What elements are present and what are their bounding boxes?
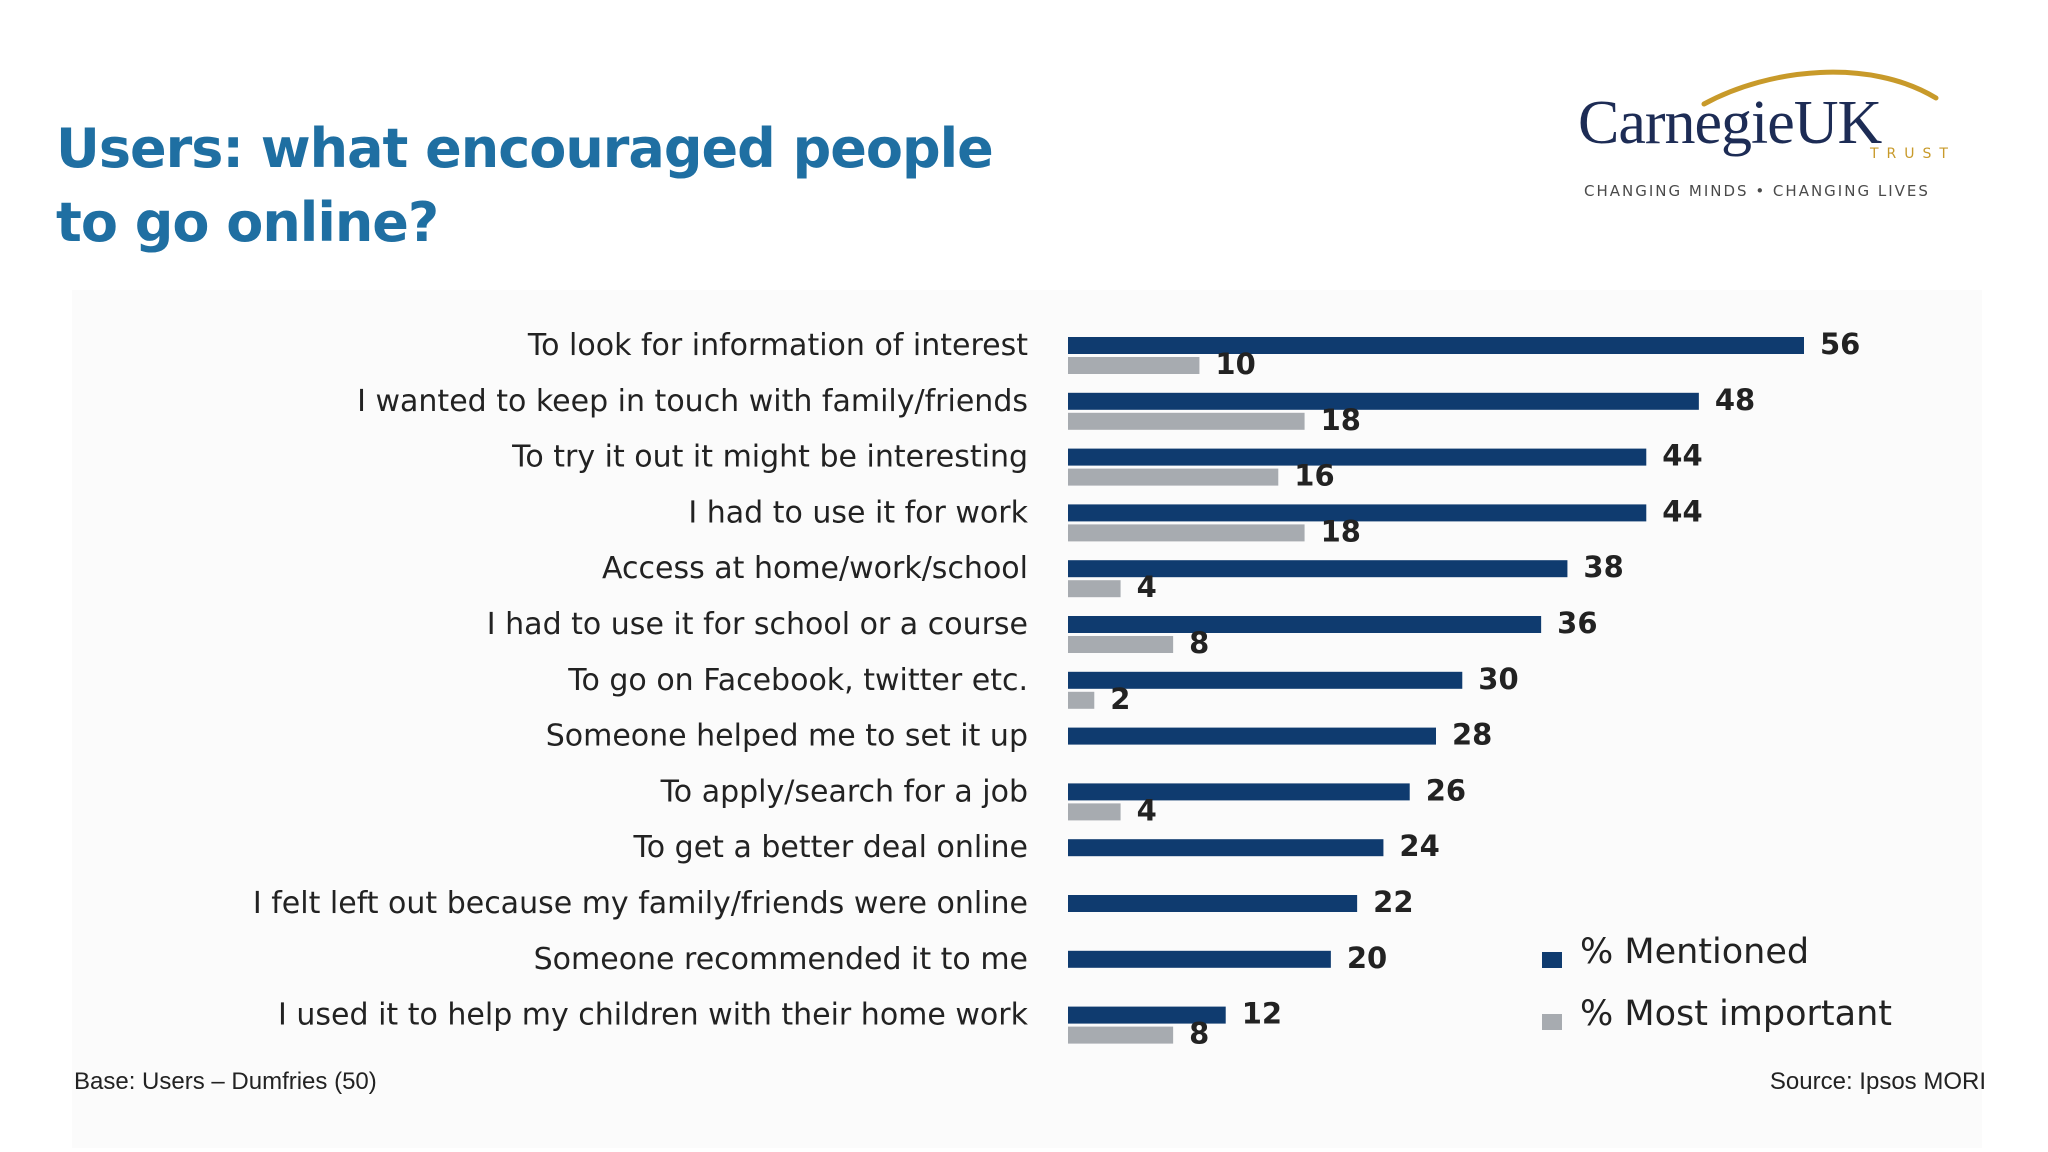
bar-mentioned [1068,839,1384,857]
bar-mentioned [1068,392,1699,410]
carnegie-uk-logo: CarnegieUK TRUST CHANGING MINDS • CHANGI… [1570,58,1950,208]
bar-mentioned [1068,560,1568,578]
value-label-most-important: 16 [1294,459,1334,493]
logo-name: CarnegieUK [1578,89,1882,157]
bar-most-important [1068,468,1279,486]
bar-mentioned [1068,783,1410,801]
footer-base-note: Base: Users – Dumfries (50) [74,1068,377,1095]
legend-label-mentioned: % Mentioned [1580,932,1810,972]
value-label-most-important: 18 [1321,403,1361,437]
slide-title: Users: what encouraged people to go onli… [56,117,994,254]
value-label-most-important: 18 [1321,514,1361,548]
category-label: I felt left out because my family/friend… [253,886,1028,921]
value-label-mentioned: 20 [1347,941,1387,975]
value-label-mentioned: 24 [1399,829,1439,863]
value-label-most-important: 10 [1215,347,1255,381]
value-label-mentioned: 22 [1373,885,1413,919]
category-label: Someone recommended it to me [534,942,1028,977]
value-label-most-important: 4 [1137,570,1157,604]
value-label-mentioned: 30 [1478,662,1518,696]
value-label-mentioned: 44 [1662,494,1702,528]
category-label: I had to use it for school or a course [487,607,1028,642]
legend-label-most-important: % Most important [1580,994,1892,1034]
category-label: Access at home/work/school [602,551,1028,586]
logo-tagline: CHANGING MINDS • CHANGING LIVES [1584,182,1930,200]
bar-mentioned [1068,616,1542,633]
category-label: Someone helped me to set it up [546,719,1028,754]
value-label-mentioned: 36 [1557,606,1597,640]
value-label-most-important: 8 [1189,626,1209,660]
value-label-mentioned: 12 [1242,997,1282,1031]
value-label-mentioned: 26 [1426,773,1466,807]
legend-swatch-mentioned [1542,952,1562,968]
bar-most-important [1068,803,1121,821]
bar-most-important [1068,357,1200,374]
category-label: To get a better deal online [633,830,1028,865]
bar-most-important [1068,691,1095,709]
bar-mentioned [1068,950,1331,968]
bar-most-important [1068,1026,1174,1044]
bar-mentioned [1068,671,1463,689]
bar-most-important [1068,524,1305,542]
logo-trust: TRUST [1870,146,1956,162]
bar-most-important [1068,580,1121,598]
logo-swoosh-icon [1701,69,1939,107]
value-label-mentioned: 48 [1715,383,1755,417]
value-label-most-important: 8 [1189,1017,1209,1051]
value-label-most-important: 2 [1110,682,1130,716]
chart-panel [72,290,1982,1148]
value-label-mentioned: 44 [1662,439,1702,473]
value-label-mentioned: 28 [1452,718,1492,752]
category-label: I wanted to keep in touch with family/fr… [357,384,1028,419]
value-label-most-important: 4 [1137,793,1157,827]
category-label: To look for information of interest [527,328,1028,363]
bar-mentioned [1068,1006,1226,1024]
category-label: I used it to help my children with their… [278,998,1029,1033]
category-label: I had to use it for work [688,495,1028,530]
category-label: To apply/search for a job [660,774,1028,809]
bar-most-important [1068,412,1305,430]
bar-mentioned [1068,895,1358,912]
value-label-mentioned: 56 [1820,327,1860,361]
bar-mentioned [1068,504,1647,522]
legend-swatch-most-important [1542,1014,1562,1030]
value-label-mentioned: 38 [1583,550,1623,584]
bar-most-important [1068,636,1174,653]
category-label: To go on Facebook, twitter etc. [567,663,1028,698]
category-label: To try it out it might be interesting [511,440,1028,475]
bar-mentioned [1068,448,1647,466]
bar-mentioned [1068,337,1804,354]
footer-source-note: Source: Ipsos MORI [1769,1068,1986,1095]
bar-mentioned [1068,727,1436,745]
